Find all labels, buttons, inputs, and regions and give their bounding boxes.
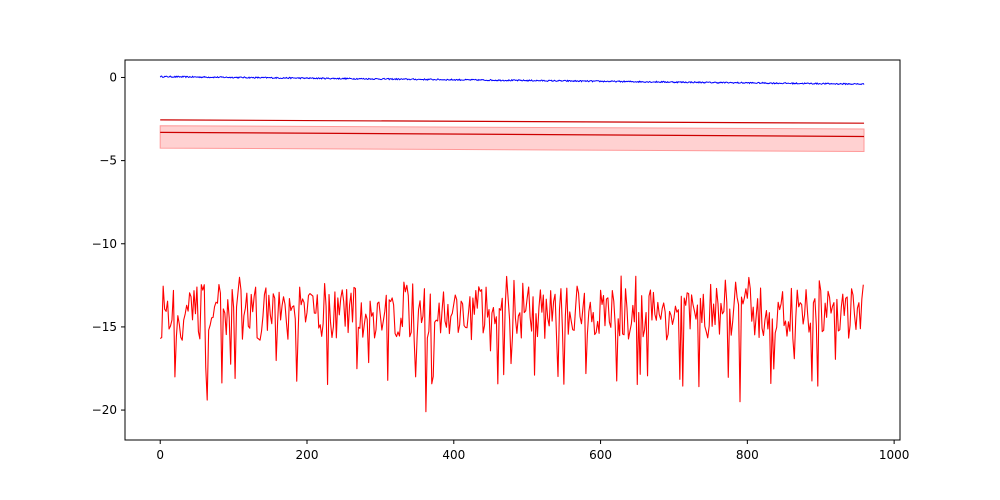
x-tick-label: 1000 (879, 448, 910, 462)
noisy-red-line (159, 275, 864, 413)
blue-line (159, 75, 865, 86)
x-tick-label: 200 (296, 448, 319, 462)
confidence-band (159, 125, 865, 153)
upper-red-line (160, 119, 865, 124)
series-layer (159, 75, 865, 413)
y-axis: 0 −5 −10 −15 −20 (92, 70, 125, 417)
x-axis: 0 200 400 600 800 1000 (156, 440, 909, 462)
y-tick-label: 0 (109, 70, 117, 84)
x-tick-label: 800 (736, 448, 759, 462)
x-tick-label: 0 (156, 448, 164, 462)
middle-red-line (160, 131, 865, 138)
y-tick-label: −15 (92, 320, 117, 334)
x-tick-label: 400 (442, 448, 465, 462)
x-tick-label: 600 (589, 448, 612, 462)
y-tick-label: −5 (99, 154, 117, 168)
plot-frame (124, 59, 901, 441)
y-tick-label: −20 (92, 403, 117, 417)
y-tick-label: −10 (92, 237, 117, 251)
